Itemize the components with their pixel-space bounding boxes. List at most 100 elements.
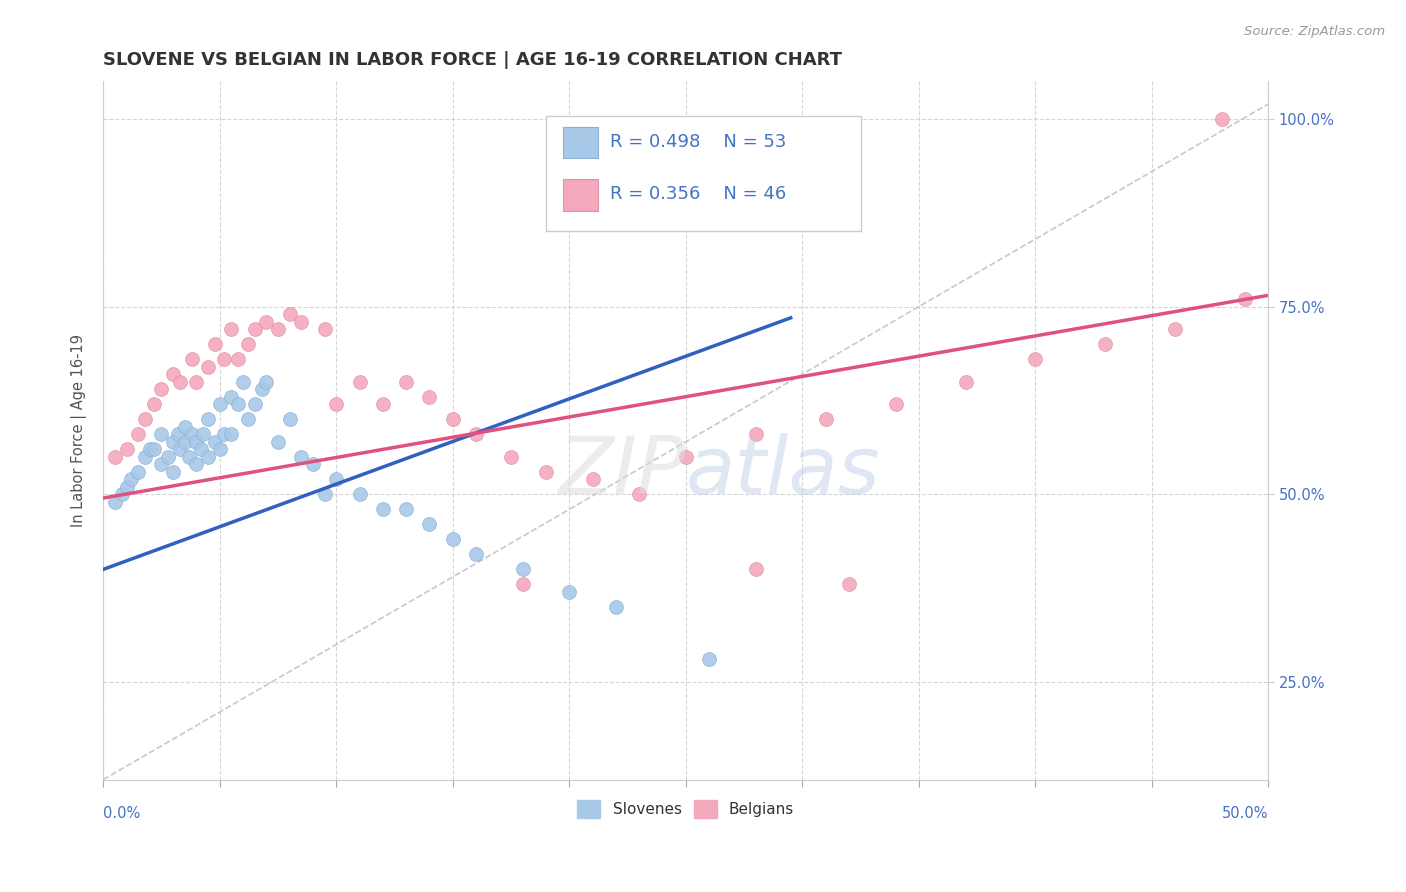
Point	[254, 315, 277, 329]
Point	[190, 442, 212, 457]
Point	[197, 359, 219, 374]
Point	[395, 502, 418, 516]
Point	[267, 434, 290, 449]
Point	[208, 397, 231, 411]
Point	[150, 457, 173, 471]
Point	[441, 533, 464, 547]
Point	[197, 450, 219, 464]
Point	[581, 472, 603, 486]
Point	[169, 442, 191, 457]
Point	[162, 367, 184, 381]
Point	[349, 375, 371, 389]
Point	[111, 487, 134, 501]
Point	[120, 472, 142, 486]
Point	[325, 472, 347, 486]
Point	[745, 562, 768, 576]
Point	[139, 442, 162, 457]
Point	[499, 450, 522, 464]
Point	[127, 427, 149, 442]
Point	[605, 599, 627, 614]
Point	[173, 419, 195, 434]
Point	[180, 427, 202, 442]
Point	[290, 450, 312, 464]
Point	[127, 465, 149, 479]
Text: 50.0%: 50.0%	[1222, 805, 1268, 821]
Point	[214, 352, 236, 367]
Point	[418, 517, 440, 532]
Text: R = 0.356    N = 46: R = 0.356 N = 46	[610, 186, 786, 203]
Point	[884, 397, 907, 411]
Point	[208, 442, 231, 457]
Point	[1164, 322, 1187, 336]
Point	[197, 412, 219, 426]
Point	[512, 562, 534, 576]
Point	[512, 577, 534, 591]
Point	[104, 495, 127, 509]
Point	[955, 375, 977, 389]
Text: ZIP: ZIP	[558, 434, 686, 511]
Point	[243, 397, 266, 411]
Point	[675, 450, 697, 464]
Point	[186, 434, 208, 449]
Point	[193, 427, 215, 442]
Point	[186, 457, 208, 471]
Point	[180, 352, 202, 367]
Point	[558, 585, 581, 599]
Point	[169, 375, 191, 389]
Point	[371, 397, 394, 411]
Point	[204, 434, 226, 449]
Point	[179, 450, 201, 464]
Point	[838, 577, 860, 591]
Point	[162, 465, 184, 479]
Point	[228, 397, 250, 411]
Point	[104, 450, 127, 464]
Point	[162, 434, 184, 449]
Point	[166, 427, 188, 442]
Point	[1094, 337, 1116, 351]
Point	[465, 427, 488, 442]
Text: SLOVENE VS BELGIAN IN LABOR FORCE | AGE 16-19 CORRELATION CHART: SLOVENE VS BELGIAN IN LABOR FORCE | AGE …	[103, 51, 842, 69]
Point	[371, 502, 394, 516]
Point	[814, 412, 837, 426]
Point	[314, 487, 336, 501]
Point	[418, 390, 440, 404]
Point	[278, 307, 301, 321]
Point	[143, 397, 166, 411]
Text: 0.0%: 0.0%	[103, 805, 141, 821]
Point	[221, 427, 243, 442]
Point	[204, 337, 226, 351]
Legend: Slovenes, Belgians: Slovenes, Belgians	[571, 794, 800, 824]
FancyBboxPatch shape	[564, 179, 599, 211]
Text: Source: ZipAtlas.com: Source: ZipAtlas.com	[1244, 25, 1385, 38]
Point	[290, 315, 312, 329]
Point	[115, 442, 138, 457]
Point	[236, 337, 259, 351]
Point	[628, 487, 651, 501]
Point	[236, 412, 259, 426]
Point	[745, 427, 768, 442]
Point	[232, 375, 254, 389]
Point	[150, 382, 173, 396]
Point	[278, 412, 301, 426]
Point	[143, 442, 166, 457]
FancyBboxPatch shape	[546, 116, 860, 231]
Point	[395, 375, 418, 389]
Point	[254, 375, 277, 389]
Point	[534, 465, 557, 479]
Point	[302, 457, 325, 471]
Text: atlas: atlas	[686, 434, 880, 511]
Text: R = 0.498    N = 53: R = 0.498 N = 53	[610, 133, 786, 151]
FancyBboxPatch shape	[564, 127, 599, 158]
Point	[1211, 112, 1233, 126]
Point	[349, 487, 371, 501]
Point	[214, 427, 236, 442]
Point	[221, 390, 243, 404]
Y-axis label: In Labor Force | Age 16-19: In Labor Force | Age 16-19	[72, 334, 87, 527]
Point	[441, 412, 464, 426]
Point	[465, 547, 488, 561]
Point	[250, 382, 273, 396]
Point	[325, 397, 347, 411]
Point	[134, 412, 156, 426]
Point	[314, 322, 336, 336]
Point	[1024, 352, 1046, 367]
